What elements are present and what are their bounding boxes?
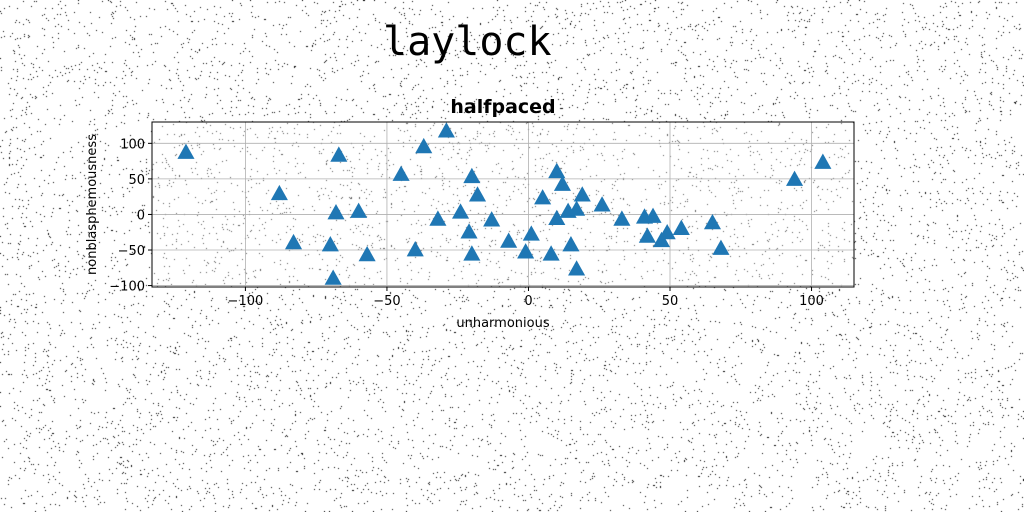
data-point [568, 200, 586, 216]
data-point [330, 146, 348, 162]
y-tick-label: 0 [137, 208, 145, 223]
data-point [522, 225, 540, 241]
data-point [177, 143, 195, 159]
y-tick-label: 50 [128, 173, 145, 188]
x-tick-label: −100 [228, 294, 264, 309]
data-point [437, 122, 455, 138]
data-point [284, 233, 303, 250]
data-point [638, 227, 656, 243]
x-axis-label: unharmonious [456, 316, 549, 331]
data-point [562, 236, 580, 252]
data-point [358, 245, 376, 262]
plot-area [152, 122, 854, 287]
data-point [573, 186, 591, 202]
y-tick-label: −100 [109, 280, 145, 295]
x-tick-label: 100 [799, 294, 824, 309]
data-point [548, 162, 566, 179]
data-point [463, 245, 481, 261]
data-point [652, 231, 671, 248]
data-point [460, 223, 478, 239]
data-point [327, 204, 345, 220]
grid-lines [152, 122, 854, 287]
data-point [542, 245, 560, 261]
figure-suptitle: laylock [383, 19, 552, 65]
y-tick-label: 100 [120, 137, 145, 152]
data-point [613, 210, 631, 226]
data-point [712, 239, 730, 255]
data-point [672, 219, 690, 235]
data-point [500, 232, 518, 248]
x-tick-label: 0 [524, 294, 532, 309]
x-ticks: −100 −50 0 50 100 [228, 287, 824, 309]
data-point [644, 207, 662, 223]
data-point [658, 223, 676, 240]
data-point [321, 236, 339, 252]
data-point [548, 209, 566, 226]
data-point [468, 186, 487, 202]
y-ticks: −100 −50 0 50 100 [109, 137, 152, 295]
x-tick-label: 50 [662, 294, 679, 309]
y-axis-label: nonblasphemousness [85, 134, 100, 275]
y-tick-label: −50 [118, 244, 145, 259]
data-point [593, 196, 611, 212]
data-point [517, 243, 535, 259]
data-point [429, 210, 447, 226]
data-point [324, 269, 342, 285]
data-point [786, 170, 804, 186]
data-points [177, 122, 832, 285]
chart-title: halfpaced [450, 96, 555, 118]
data-point [392, 165, 410, 181]
data-point [406, 241, 424, 257]
data-point [463, 167, 481, 184]
data-point [483, 211, 501, 227]
data-point [553, 175, 571, 191]
data-point [451, 203, 470, 219]
data-point [270, 184, 288, 201]
data-point [350, 202, 368, 218]
plot-frame [151, 121, 855, 288]
data-point [415, 137, 433, 154]
data-point [814, 153, 832, 169]
x-tick-label: −50 [373, 294, 400, 309]
data-point [703, 213, 722, 230]
data-point [568, 260, 586, 276]
data-point [534, 189, 552, 205]
